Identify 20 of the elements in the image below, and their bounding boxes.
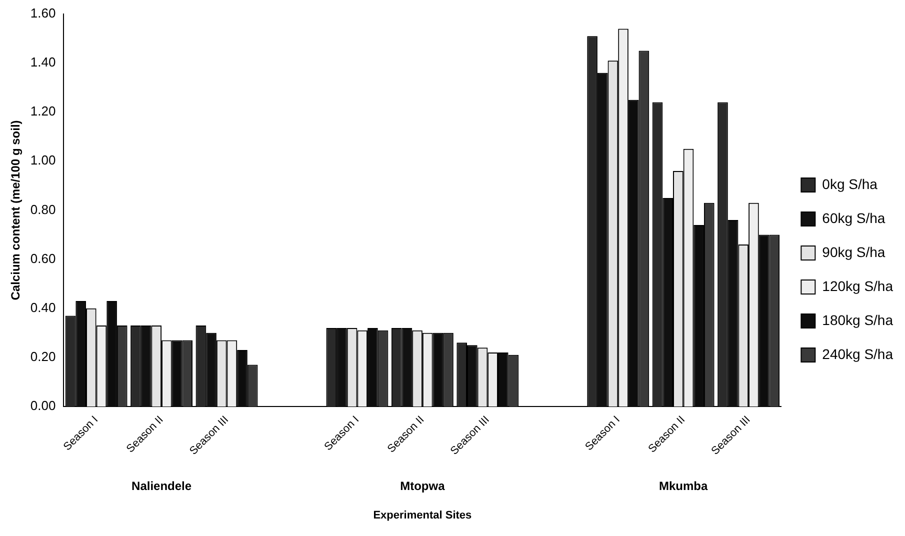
y-tick-label: 0.20 [30, 348, 56, 364]
y-tick-label: 1.60 [30, 6, 56, 21]
y-tick-label: 1.40 [30, 54, 56, 70]
y-tick-label: 0.40 [30, 300, 56, 315]
legend-label: 60kg S/ha [822, 210, 886, 226]
legend-label: 0kg S/ha [822, 176, 878, 192]
y-tick-label: 0.60 [30, 250, 56, 266]
y-tick-label: 1.00 [30, 152, 56, 168]
y-tick-label: 0.00 [30, 398, 56, 414]
text: Mkumba [658, 478, 708, 493]
y-axis-title: Calcium content (me/100 g soil) [8, 120, 23, 300]
y-tick-label: 0.80 [30, 202, 56, 217]
x-axis-title: Experimental Sites [373, 509, 472, 522]
legend-label: 180kg S/ha [822, 312, 894, 328]
text: Naliendele [132, 478, 192, 493]
y-tick-label: 1.20 [30, 104, 56, 119]
legend-label: 240kg S/ha [822, 346, 894, 362]
legend-label: 120kg S/ha [822, 278, 894, 294]
legend-label: 90kg S/ha [822, 244, 886, 260]
text: Mtopwa [400, 478, 446, 493]
